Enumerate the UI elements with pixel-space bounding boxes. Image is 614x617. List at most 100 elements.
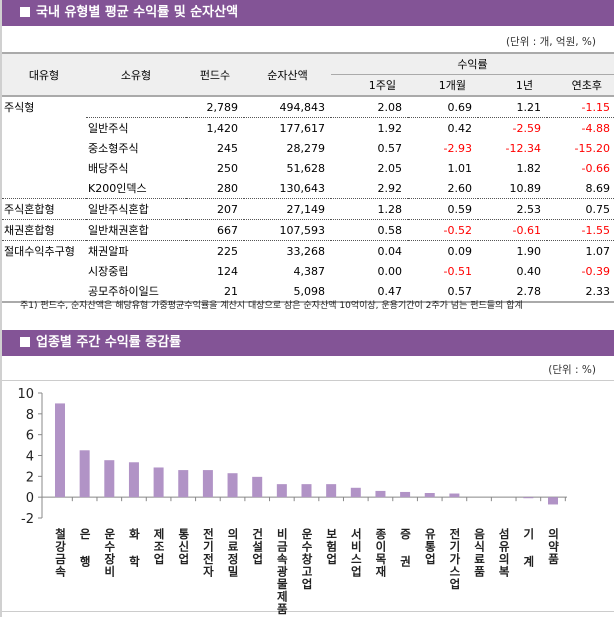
y-tick-label: 4 bbox=[26, 450, 34, 465]
category-label: 음식료품 bbox=[472, 528, 487, 578]
cell-y1: 2.78 bbox=[478, 281, 547, 303]
y-tick-label: 8 bbox=[26, 408, 34, 423]
cell-minor: 시장중립 bbox=[88, 265, 129, 278]
cell-assets: 4,387 bbox=[293, 264, 326, 278]
cell-major bbox=[2, 178, 86, 199]
category-label: 전기전자 bbox=[201, 528, 216, 578]
header-assets: 순자산액 bbox=[244, 53, 331, 96]
cell-y1: 1.82 bbox=[516, 161, 542, 175]
cell-w1: 0.58 bbox=[331, 219, 408, 241]
cell-w1: 2.92 bbox=[331, 178, 408, 199]
cell-ytd: -0.39 bbox=[581, 264, 610, 278]
bar bbox=[153, 467, 164, 498]
cell-y1: 1.90 bbox=[516, 244, 542, 258]
bar bbox=[227, 473, 238, 498]
table-row: K200인덱스 280 130,643 2.92 2.60 10.89 8.69 bbox=[2, 178, 614, 199]
footnote: 주1) 펀드수, 순자산액은 해당유형 가중평균수익률을 계산시 대상으로 삼은… bbox=[20, 301, 523, 311]
cell-w1: 1.92 bbox=[377, 121, 403, 135]
cell-funds: 250 bbox=[217, 161, 238, 175]
bar bbox=[79, 450, 90, 498]
y-tick-label: -2 bbox=[21, 512, 34, 527]
table-row: 공모주하이일드 21 5,098 0.47 0.57 2.78 2.33 bbox=[2, 281, 614, 303]
bar bbox=[55, 403, 65, 498]
cell-assets: 5,098 bbox=[244, 281, 331, 303]
table-row: 채권혼합형 일반채권혼합 667 107,593 0.58 -0.52 -0.61 -1.55 bbox=[2, 219, 614, 241]
cell-y1: 1.21 bbox=[478, 96, 547, 118]
cell-funds: 280 bbox=[186, 178, 244, 199]
cell-funds: 21 bbox=[186, 281, 244, 303]
table-row: 주식형 2,789 494,843 2.08 0.69 1.21 -1.15 bbox=[2, 96, 614, 118]
cell-w1: 1.28 bbox=[331, 198, 408, 220]
unit-label: (단위 : 개, 억원, %) bbox=[505, 36, 596, 48]
cell-funds: 245 bbox=[217, 141, 238, 155]
section-title: 국내 유형별 평균 수익률 및 순자산액 bbox=[36, 5, 239, 20]
cell-funds: 207 bbox=[186, 198, 244, 220]
cell-funds: 2,789 bbox=[186, 96, 244, 118]
category-label: 기 계 bbox=[521, 528, 536, 568]
cell-y1: -0.61 bbox=[478, 219, 547, 241]
bar bbox=[104, 460, 115, 498]
cell-assets: 107,593 bbox=[244, 219, 331, 241]
table-row: 일반주식 1,420 177,617 1.92 0.42 -2.59 -4.88 bbox=[2, 118, 614, 139]
category-label: 건설업 bbox=[250, 528, 265, 566]
cell-minor: 채권알파 bbox=[88, 245, 129, 258]
cell-w1: 2.05 bbox=[377, 161, 403, 175]
cell-major bbox=[2, 281, 86, 303]
header-1m: 1개월 bbox=[408, 74, 478, 96]
table-row: 배당주식 250 51,628 2.05 1.01 1.82 -0.66 bbox=[2, 158, 614, 178]
cell-m1: 1.01 bbox=[447, 161, 473, 175]
cell-m1: 2.60 bbox=[408, 178, 478, 199]
cell-ytd: 1.07 bbox=[585, 244, 611, 258]
cell-minor: 일반주식혼합 bbox=[86, 198, 186, 220]
cell-m1: -2.93 bbox=[443, 141, 472, 155]
cell-assets: 28,279 bbox=[286, 141, 326, 155]
cell-minor: 일반채권혼합 bbox=[86, 219, 186, 241]
cell-ytd: -1.15 bbox=[547, 96, 614, 118]
fund-returns-table: 대유형 소유형 펀드수 순자산액 수익률 1주일 1개월 1년 연초후 주식형 2… bbox=[2, 52, 614, 303]
bar bbox=[178, 470, 189, 498]
category-label: 증 권 bbox=[398, 528, 413, 568]
category-label: 화 학 bbox=[127, 528, 142, 568]
cell-funds: 225 bbox=[217, 244, 238, 258]
cell-assets: 177,617 bbox=[279, 121, 326, 135]
cell-m1: 0.42 bbox=[447, 121, 473, 135]
category-label: 의료정밀 bbox=[226, 528, 241, 578]
bar bbox=[350, 487, 361, 498]
cell-minor: K200인덱스 bbox=[86, 178, 186, 199]
cell-ytd: -0.66 bbox=[581, 161, 610, 175]
category-label: 비금속광물제품 bbox=[275, 528, 290, 616]
cell-minor: 일반주식 bbox=[88, 122, 129, 135]
category-label: 보험업 bbox=[324, 528, 339, 566]
cell-assets: 494,843 bbox=[244, 96, 331, 118]
cell-minor: 배당주식 bbox=[88, 162, 129, 175]
section-title: 업종별 주간 수익률 증감률 bbox=[36, 335, 182, 350]
cell-major: 주식형 bbox=[4, 101, 35, 115]
category-label: 의약품 bbox=[546, 528, 561, 566]
cell-y1: 0.40 bbox=[516, 264, 542, 278]
bar bbox=[424, 493, 435, 498]
cell-major: 채권혼합형 bbox=[2, 219, 86, 241]
cell-ytd: -4.88 bbox=[581, 121, 610, 135]
cell-m1: 0.57 bbox=[408, 281, 478, 303]
table-row: 중소형주식 245 28,279 0.57 -2.93 -12.34 -15.20 bbox=[2, 138, 614, 158]
category-label: 제조업 bbox=[152, 528, 167, 566]
y-tick-label: 10 bbox=[17, 387, 34, 402]
table-row: 주식혼합형 일반주식혼합 207 27,149 1.28 0.59 2.53 0.75 bbox=[2, 198, 614, 220]
table-row: 절대수익추구형 채권알파 225 33,268 0.04 0.09 1.90 1.07 bbox=[2, 241, 614, 262]
category-label: 은 행 bbox=[78, 528, 93, 568]
cell-assets: 51,628 bbox=[286, 161, 326, 175]
cell-y1: -2.59 bbox=[512, 121, 541, 135]
cell-ytd: 8.69 bbox=[547, 178, 614, 199]
cell-w1: 2.08 bbox=[331, 96, 408, 118]
bar bbox=[128, 462, 139, 498]
cell-w1: 0.00 bbox=[377, 264, 403, 278]
cell-ytd: 0.75 bbox=[547, 198, 614, 220]
category-label: 종이목재 bbox=[373, 528, 388, 578]
cell-major bbox=[2, 118, 86, 139]
bar bbox=[400, 491, 411, 498]
bar bbox=[202, 470, 213, 498]
cell-minor: 공모주하이일드 bbox=[86, 281, 186, 303]
cell-m1: -0.52 bbox=[408, 219, 478, 241]
header-ytd: 연초후 bbox=[547, 74, 614, 96]
